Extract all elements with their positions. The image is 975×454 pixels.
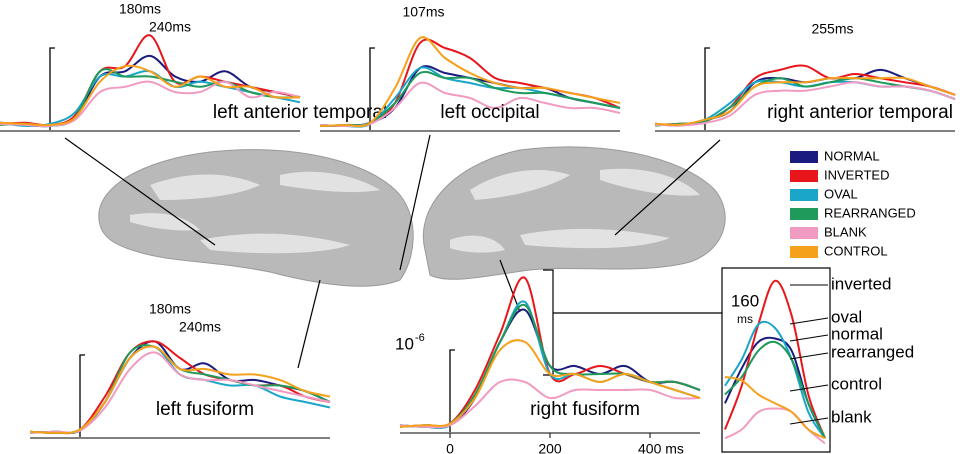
connector [297,279,321,369]
series-label: control [831,374,882,393]
connector [614,139,721,236]
peak-label: 107ms [402,4,444,20]
series-line [0,64,301,127]
legend-label: OVAL [824,186,858,201]
scale-bar [449,349,455,432]
inset-frame [721,267,831,453]
x-tick-label: 400 ms [638,441,684,454]
series-line [724,340,826,439]
scale-bar [79,354,85,437]
left-sulci [130,171,380,254]
series-line [724,320,826,439]
label-leader [789,334,829,342]
legend-swatch [790,151,818,163]
y-unit-exponent: -6 [415,332,425,344]
series-line [399,378,701,429]
connector [399,134,431,271]
series-line [654,81,956,127]
inset-bracket [543,269,554,376]
scale-bar [369,47,375,130]
panel: right anterior temporal 255ms [654,21,956,132]
connector [499,259,521,313]
label-leader [789,417,829,425]
series-label: rearranged [831,342,914,361]
panel: left anterior temporal 180ms 240ms [0,1,387,132]
x-tick-label: 200 [538,441,562,454]
series-label: inverted [831,274,891,293]
panel: left fusiform 180ms 240ms [29,301,331,439]
peak-label: 255ms [811,21,853,37]
panel-title: left anterior temporal [213,102,387,123]
series-label: oval [831,307,862,326]
x-tick-label: 0 [446,441,454,454]
series-label: normal [831,324,883,343]
panel: left occipital 107ms [319,4,621,132]
legend-label: NORMAL [824,148,880,163]
legend-swatch [790,170,818,182]
connectors [64,134,831,453]
series-label: blank [831,407,872,426]
series-line [724,279,826,439]
peak-label: 160 [731,291,759,310]
brains [98,146,726,287]
y-unit-base: 10 [395,334,414,353]
label-leader [789,352,829,360]
panel-title: right fusiform [530,399,640,420]
panel: 160 ms normal inverted oval rearranged blank co… [724,274,914,445]
peak-label: 240ms [179,319,221,335]
series-line [399,339,701,428]
legend-swatch [790,208,818,220]
peak-label: 180ms [149,301,191,317]
right-sulci [450,168,700,253]
connector [64,137,216,246]
legend-label: REARRANGED [824,205,916,220]
panel-title: left occipital [440,102,539,123]
legend-label: INVERTED [824,167,890,182]
series-line [319,36,621,128]
scale-bar [704,47,710,130]
legend-swatch [790,246,818,258]
legend-swatch [790,227,818,239]
panel-title: right anterior temporal [767,102,953,123]
scale-bar [49,47,55,130]
series-line [654,76,956,126]
panel: right fusiform 0 200 400 ms 10 -6 [395,276,701,454]
series-line [29,351,331,434]
peak-label: 240ms [149,19,191,35]
legend-label: BLANK [824,224,867,239]
legend-label: CONTROL [824,243,888,258]
label-leader [789,317,829,325]
legend-swatch [790,189,818,201]
peak-unit: ms [737,312,753,326]
peak-label: 180ms [119,1,161,17]
series-line [724,376,826,440]
series-line [29,345,331,434]
panel-title: left fusiform [156,399,254,420]
label-leader [789,384,829,392]
right-hemisphere [422,146,726,280]
